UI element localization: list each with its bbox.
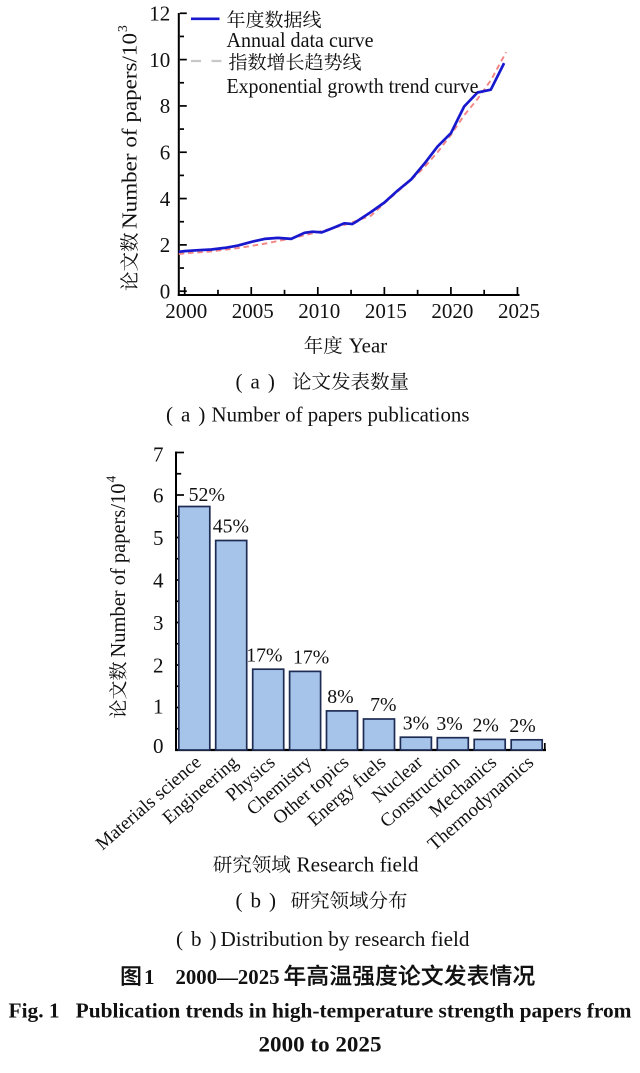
svg-text:5: 5 [153,526,164,550]
svg-text:2: 2 [153,653,164,677]
svg-text:2025: 2025 [498,299,540,323]
svg-text:1: 1 [144,965,155,989]
svg-text:4: 4 [153,568,164,592]
svg-text:2: 2 [160,233,171,257]
svg-text:4: 4 [104,476,119,483]
svg-text:7%: 7% [370,694,396,716]
svg-text:2000—2025: 2000—2025 [176,965,280,989]
svg-text:12: 12 [149,2,170,26]
svg-text:Annual data curve: Annual data curve [227,28,374,52]
svg-text:(a): (a) [166,402,213,426]
svg-text:1: 1 [153,694,164,718]
svg-text:7: 7 [153,442,164,466]
svg-text:8: 8 [160,94,171,118]
svg-text:2000: 2000 [165,299,207,323]
svg-text:10: 10 [149,48,170,72]
svg-text:2015: 2015 [365,299,407,323]
svg-text:Number of papers publications: Number of papers publications [212,402,470,426]
svg-text:6: 6 [153,483,164,507]
svg-text:(b): (b) [176,927,225,951]
svg-text:(b): (b) [236,889,285,913]
svg-text:3%: 3% [403,713,429,735]
svg-text:2000 to 2025: 2000 to 2025 [259,1032,382,1057]
svg-text:2020: 2020 [431,299,473,323]
svg-text:45%: 45% [213,516,249,538]
svg-text:3: 3 [153,611,164,635]
svg-text:Exponential growth trend curve: Exponential growth trend curve [227,74,479,98]
svg-text:17%: 17% [246,645,282,667]
svg-text:Fig. 1 Publication trends in: Fig. 1 Publication trends in high-temper… [9,999,633,1023]
svg-text:Research field: Research field [297,853,419,877]
svg-text:3: 3 [115,25,130,32]
svg-text:2%: 2% [509,715,535,737]
svg-text:6: 6 [160,141,171,165]
svg-text:52%: 52% [189,484,225,506]
svg-text:2005: 2005 [232,299,274,323]
svg-text:Year: Year [349,334,388,358]
svg-text:2010: 2010 [298,299,340,323]
svg-text:(a): (a) [236,370,283,394]
svg-text:2%: 2% [473,715,499,737]
svg-text:8%: 8% [327,686,353,708]
svg-text:Distribution by research field: Distribution by research field [221,927,470,951]
svg-text:Number of papers/10: Number of papers/10 [118,33,142,229]
svg-text:Number of papers/10: Number of papers/10 [106,484,130,658]
svg-text:3%: 3% [436,713,462,735]
svg-text:0: 0 [153,734,164,758]
svg-text:4: 4 [160,187,171,211]
svg-text:17%: 17% [293,647,329,669]
svg-text:0: 0 [160,280,171,304]
